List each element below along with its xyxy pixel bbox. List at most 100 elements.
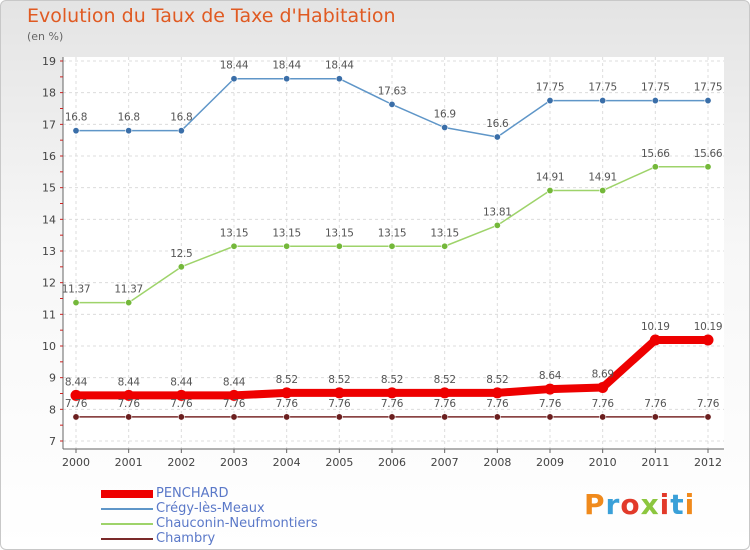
data-point xyxy=(651,413,659,421)
data-point xyxy=(228,389,240,401)
y-tick-label: 11 xyxy=(42,308,56,321)
data-label: 7.76 xyxy=(381,398,404,410)
data-point xyxy=(651,163,659,171)
data-point xyxy=(441,124,449,132)
data-label: 8.44 xyxy=(223,376,246,388)
data-label: 13.15 xyxy=(430,227,459,239)
data-point xyxy=(70,389,82,401)
data-point xyxy=(441,413,449,421)
data-label: 13.15 xyxy=(220,227,249,239)
data-label: 8.52 xyxy=(434,374,456,386)
y-tick-label: 9 xyxy=(49,372,56,385)
data-point xyxy=(597,381,609,393)
legend-label: Chambry xyxy=(156,531,216,546)
x-tick-label: 2003 xyxy=(220,456,248,469)
data-point xyxy=(386,387,398,399)
logo-letter: t xyxy=(670,488,685,521)
data-label: 7.76 xyxy=(328,398,351,410)
y-tick-label: 15 xyxy=(42,182,56,195)
data-label: 16.6 xyxy=(486,118,509,130)
y-tick-label: 14 xyxy=(42,213,56,226)
data-point xyxy=(177,127,185,135)
data-label: 13.81 xyxy=(483,206,512,218)
data-point xyxy=(441,242,449,250)
data-label: 13.15 xyxy=(272,227,301,239)
data-point xyxy=(704,163,712,171)
y-tick-label: 17 xyxy=(42,118,56,131)
data-label: 7.76 xyxy=(434,398,457,410)
data-point xyxy=(599,187,607,195)
chart-subtitle: (en %) xyxy=(27,30,64,43)
data-label: 7.76 xyxy=(486,398,509,410)
data-point xyxy=(388,242,396,250)
data-point xyxy=(72,413,80,421)
data-point xyxy=(177,263,185,271)
logo-letter: i xyxy=(684,488,696,521)
y-tick-label: 19 xyxy=(42,55,56,68)
data-label: 8.52 xyxy=(381,374,403,386)
data-point xyxy=(704,97,712,105)
data-label: 7.76 xyxy=(644,398,667,410)
legend-label: PENCHARD xyxy=(156,486,229,501)
x-tick-label: 2011 xyxy=(641,456,669,469)
y-tick-label: 13 xyxy=(42,245,56,258)
data-label: 17.75 xyxy=(536,82,565,94)
x-tick-label: 2004 xyxy=(273,456,301,469)
y-tick-label: 16 xyxy=(42,150,56,163)
data-label: 11.37 xyxy=(62,284,91,296)
data-point xyxy=(125,127,133,135)
data-point xyxy=(651,97,659,105)
logo-letter: o xyxy=(620,488,641,521)
data-point xyxy=(388,413,396,421)
data-label: 7.76 xyxy=(539,398,562,410)
data-label: 15.66 xyxy=(641,148,670,160)
data-point xyxy=(283,75,291,83)
data-point xyxy=(335,75,343,83)
data-label: 17.75 xyxy=(588,82,617,94)
data-label: 7.76 xyxy=(276,398,299,410)
x-tick-label: 2007 xyxy=(431,456,459,469)
data-point xyxy=(439,387,451,399)
x-tick-label: 2001 xyxy=(115,456,143,469)
data-point xyxy=(599,97,607,105)
y-tick-label: 18 xyxy=(42,87,56,100)
x-tick-label: 2008 xyxy=(483,456,511,469)
logo-letter: i xyxy=(659,488,671,521)
data-point xyxy=(125,413,133,421)
data-point xyxy=(544,383,556,395)
data-label: 13.15 xyxy=(378,227,407,239)
data-point xyxy=(546,187,554,195)
data-label: 14.91 xyxy=(536,172,565,184)
legend-swatch xyxy=(101,538,153,540)
legend-label: Crégy-lès-Meaux xyxy=(156,501,265,516)
legend-swatch xyxy=(101,490,153,498)
data-point xyxy=(335,413,343,421)
data-point xyxy=(230,75,238,83)
data-point xyxy=(704,413,712,421)
chart-title: Evolution du Taux de Taxe d'Habitation xyxy=(27,5,396,27)
logo-letter: x xyxy=(640,488,660,521)
data-label: 7.76 xyxy=(223,398,246,410)
data-point xyxy=(546,413,554,421)
data-point xyxy=(230,413,238,421)
data-label: 16.8 xyxy=(65,112,87,124)
data-point xyxy=(333,387,345,399)
data-point xyxy=(491,387,503,399)
data-point xyxy=(281,387,293,399)
data-point xyxy=(72,299,80,307)
data-point xyxy=(230,242,238,250)
x-tick-label: 2012 xyxy=(694,456,722,469)
data-point xyxy=(283,242,291,250)
data-point xyxy=(599,413,607,421)
data-label: 18.44 xyxy=(220,60,249,72)
data-label: 16.9 xyxy=(434,109,456,121)
data-label: 14.91 xyxy=(588,172,617,184)
legend-label: Chauconin-Neufmontiers xyxy=(156,516,318,531)
data-label: 11.37 xyxy=(114,284,143,296)
data-label: 7.76 xyxy=(592,398,615,410)
data-label: 18.44 xyxy=(272,60,301,72)
data-label: 8.52 xyxy=(276,374,298,386)
y-tick-label: 8 xyxy=(49,403,56,416)
